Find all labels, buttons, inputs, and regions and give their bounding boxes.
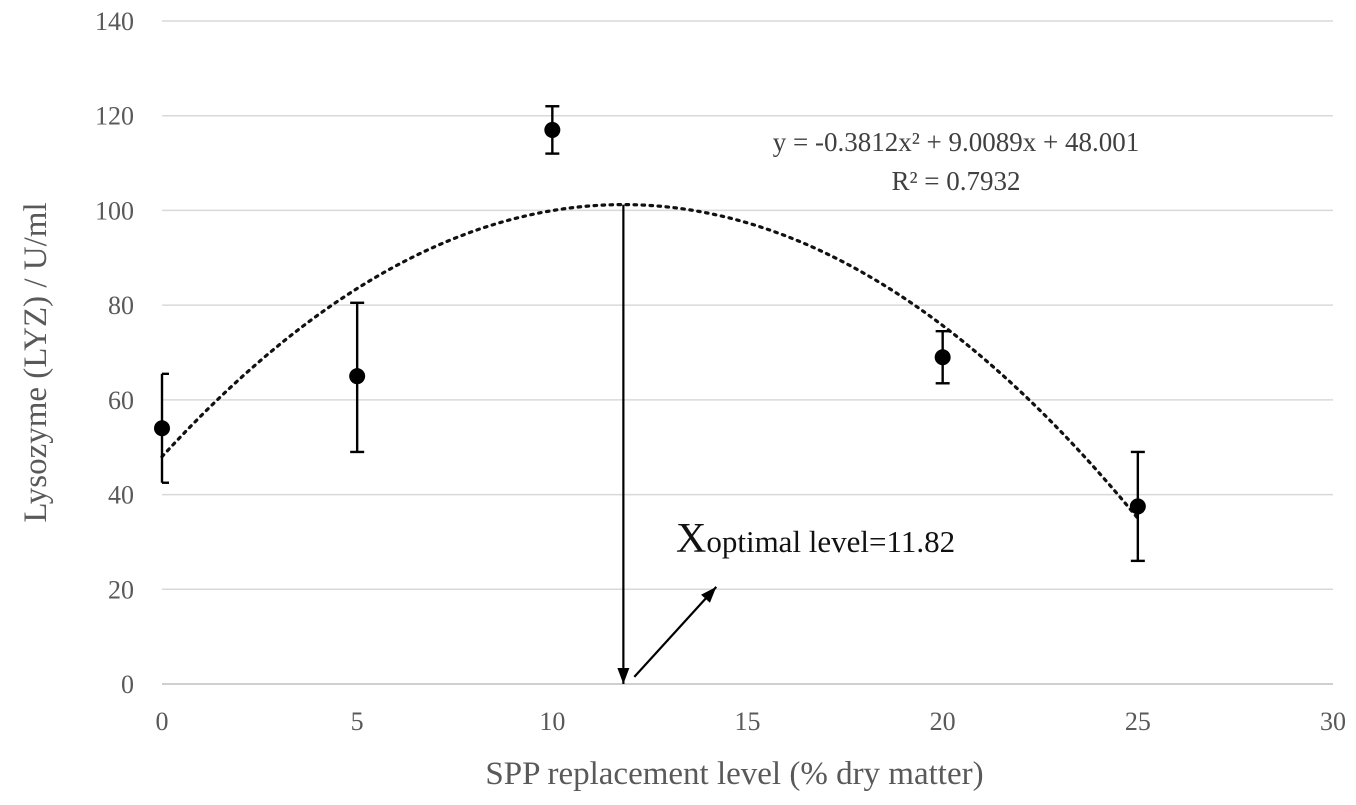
y-tick-label: 80 — [108, 291, 134, 320]
x-tick-label: 30 — [1320, 707, 1346, 736]
optimal-level-annotation: Xoptimal level=11.82 — [676, 516, 955, 562]
x-tick-label: 20 — [930, 707, 956, 736]
data-point — [934, 349, 951, 366]
gridlines — [162, 20, 1333, 591]
y-tick-label: 20 — [108, 575, 134, 604]
annotation-group: y = -0.3812x² + 9.0089x + 48.001 R² = 0.… — [617, 127, 1139, 684]
data-point — [1129, 498, 1146, 515]
data-point — [544, 121, 561, 138]
x-axis-title: SPP replacement level (% dry matter) — [485, 756, 983, 792]
optimal-level-symbol: X — [676, 516, 706, 562]
trendline-group — [160, 203, 1140, 520]
y-axis-title: Lysozyme (LYZ) / U/ml — [18, 202, 54, 522]
x-tick-label: 25 — [1125, 707, 1151, 736]
x-tick-label: 10 — [539, 707, 565, 736]
trendline-equation: y = -0.3812x² + 9.0089x + 48.001 — [773, 127, 1140, 157]
optimal-level-label: optimal level=11.82 — [706, 524, 955, 559]
y-tick-label: 60 — [108, 386, 134, 415]
trendline-r2: R² = 0.7932 — [891, 166, 1020, 196]
y-tick-label: 40 — [108, 481, 134, 510]
y-tick-label: 120 — [95, 102, 134, 131]
y-tick-label: 140 — [95, 7, 134, 36]
data-point — [154, 420, 170, 437]
trendline — [160, 203, 1140, 520]
axes: 0 20 40 60 80 100 120 140 0 5 10 15 20 25 30 — [95, 7, 1346, 736]
data-point — [349, 368, 366, 385]
y-tick-label: 100 — [95, 196, 134, 225]
x-tick-label: 0 — [156, 707, 169, 736]
x-tick-label: 15 — [735, 707, 761, 736]
x-tick-label: 5 — [351, 707, 364, 736]
label-pointer-arrow — [633, 586, 718, 678]
y-tick-label: 0 — [121, 670, 134, 699]
label-pointer-arrow-head — [701, 586, 717, 603]
data-points — [154, 105, 1146, 563]
optimal-arrow-head — [617, 668, 630, 684]
